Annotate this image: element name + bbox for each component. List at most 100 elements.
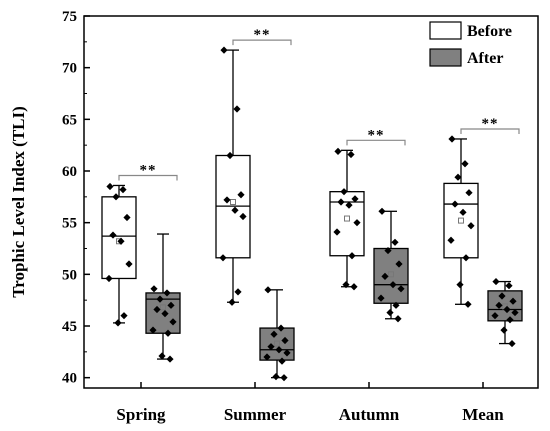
data-point xyxy=(391,238,399,246)
data-point xyxy=(283,349,291,357)
box-after-spring xyxy=(145,233,181,363)
x-tick-label-mean: Mean xyxy=(462,405,504,424)
data-point xyxy=(220,46,228,54)
box-after-mean xyxy=(487,277,523,348)
data-point xyxy=(112,193,120,201)
data-point xyxy=(386,308,394,317)
y-tick-label-40: 40 xyxy=(62,371,77,387)
data-point xyxy=(163,289,171,297)
data-point xyxy=(454,173,462,181)
data-point xyxy=(447,236,455,244)
data-point xyxy=(392,301,400,309)
significance-mean: ** xyxy=(460,116,520,134)
data-point xyxy=(491,312,499,320)
data-point xyxy=(333,228,341,236)
data-point xyxy=(395,260,403,268)
significance-bracket xyxy=(118,174,178,181)
data-point xyxy=(509,297,517,305)
y-tick-label-70: 70 xyxy=(62,61,77,77)
data-point xyxy=(503,305,511,314)
data-point xyxy=(342,281,350,289)
data-point xyxy=(120,312,128,320)
box-after-summer xyxy=(259,286,295,382)
y-axis-label: Trophic Level Index (TLI) xyxy=(9,106,28,298)
legend-swatch-after xyxy=(429,48,462,67)
significance-label: ** xyxy=(482,116,499,132)
box-iqr xyxy=(101,196,137,280)
data-point xyxy=(456,281,464,289)
data-point xyxy=(149,326,157,334)
data-point xyxy=(223,196,231,204)
mean-marker xyxy=(388,271,394,278)
significance-autumn: ** xyxy=(346,127,406,146)
data-point xyxy=(511,308,519,317)
data-point xyxy=(345,201,353,209)
data-point xyxy=(125,260,133,268)
data-point xyxy=(384,246,392,255)
data-point xyxy=(467,222,475,230)
data-point xyxy=(270,330,278,338)
data-point xyxy=(239,212,247,221)
mean-marker xyxy=(160,304,166,311)
data-point xyxy=(109,231,117,239)
data-point xyxy=(498,292,506,300)
y-tick-label-55: 55 xyxy=(62,216,77,232)
significance-label: ** xyxy=(254,27,271,43)
axes-layer: 40 45 50 55 60 65 70 75 Spring Summer Autumn Mean xyxy=(62,9,539,424)
x-tick-label-spring: Spring xyxy=(116,405,166,424)
data-point xyxy=(459,208,467,216)
mean-marker xyxy=(274,340,280,347)
mean-marker xyxy=(230,199,236,205)
box-after-autumn xyxy=(373,207,409,323)
box-iqr xyxy=(259,327,295,361)
box-iqr xyxy=(373,247,409,304)
data-point xyxy=(219,254,227,262)
legend-swatch-before xyxy=(429,21,462,40)
data-point xyxy=(117,237,125,245)
data-point xyxy=(506,316,514,324)
data-point xyxy=(505,282,513,290)
significance-bracket xyxy=(346,139,406,146)
data-point xyxy=(353,219,361,227)
x-tick-label-summer: Summer xyxy=(224,405,287,424)
mean-marker xyxy=(458,217,464,224)
data-point xyxy=(451,200,459,208)
data-point xyxy=(226,151,234,160)
data-point xyxy=(272,373,280,381)
data-point xyxy=(495,301,503,309)
data-point xyxy=(156,295,164,303)
data-point xyxy=(492,277,500,286)
y-tick-label-45: 45 xyxy=(62,319,77,335)
data-point xyxy=(377,294,385,302)
data-point xyxy=(378,207,386,215)
data-point xyxy=(267,343,275,351)
data-point xyxy=(169,318,177,326)
data-point xyxy=(114,319,122,327)
data-point xyxy=(464,300,472,308)
data-point xyxy=(228,298,236,306)
legend-label-after: After xyxy=(467,50,503,67)
significance-bracket xyxy=(232,39,292,46)
data-point xyxy=(150,285,158,293)
data-point xyxy=(233,105,241,113)
data-point xyxy=(164,329,172,337)
significance-label: ** xyxy=(140,162,157,178)
data-point xyxy=(278,357,286,365)
data-point xyxy=(461,160,469,168)
legend: Before After xyxy=(429,21,512,67)
data-point xyxy=(508,339,516,348)
data-point xyxy=(448,135,456,143)
data-point xyxy=(394,315,402,323)
data-point xyxy=(334,147,342,155)
x-tick-label-autumn: Autumn xyxy=(339,405,400,424)
significance-bracket xyxy=(460,128,520,134)
data-point xyxy=(237,191,245,199)
box-iqr xyxy=(443,182,479,259)
data-point xyxy=(350,283,358,291)
box-before-spring xyxy=(101,182,137,327)
data-point xyxy=(167,301,175,309)
data-point xyxy=(234,288,242,296)
data-point xyxy=(275,346,283,354)
y-tick-label-50: 50 xyxy=(62,267,77,283)
